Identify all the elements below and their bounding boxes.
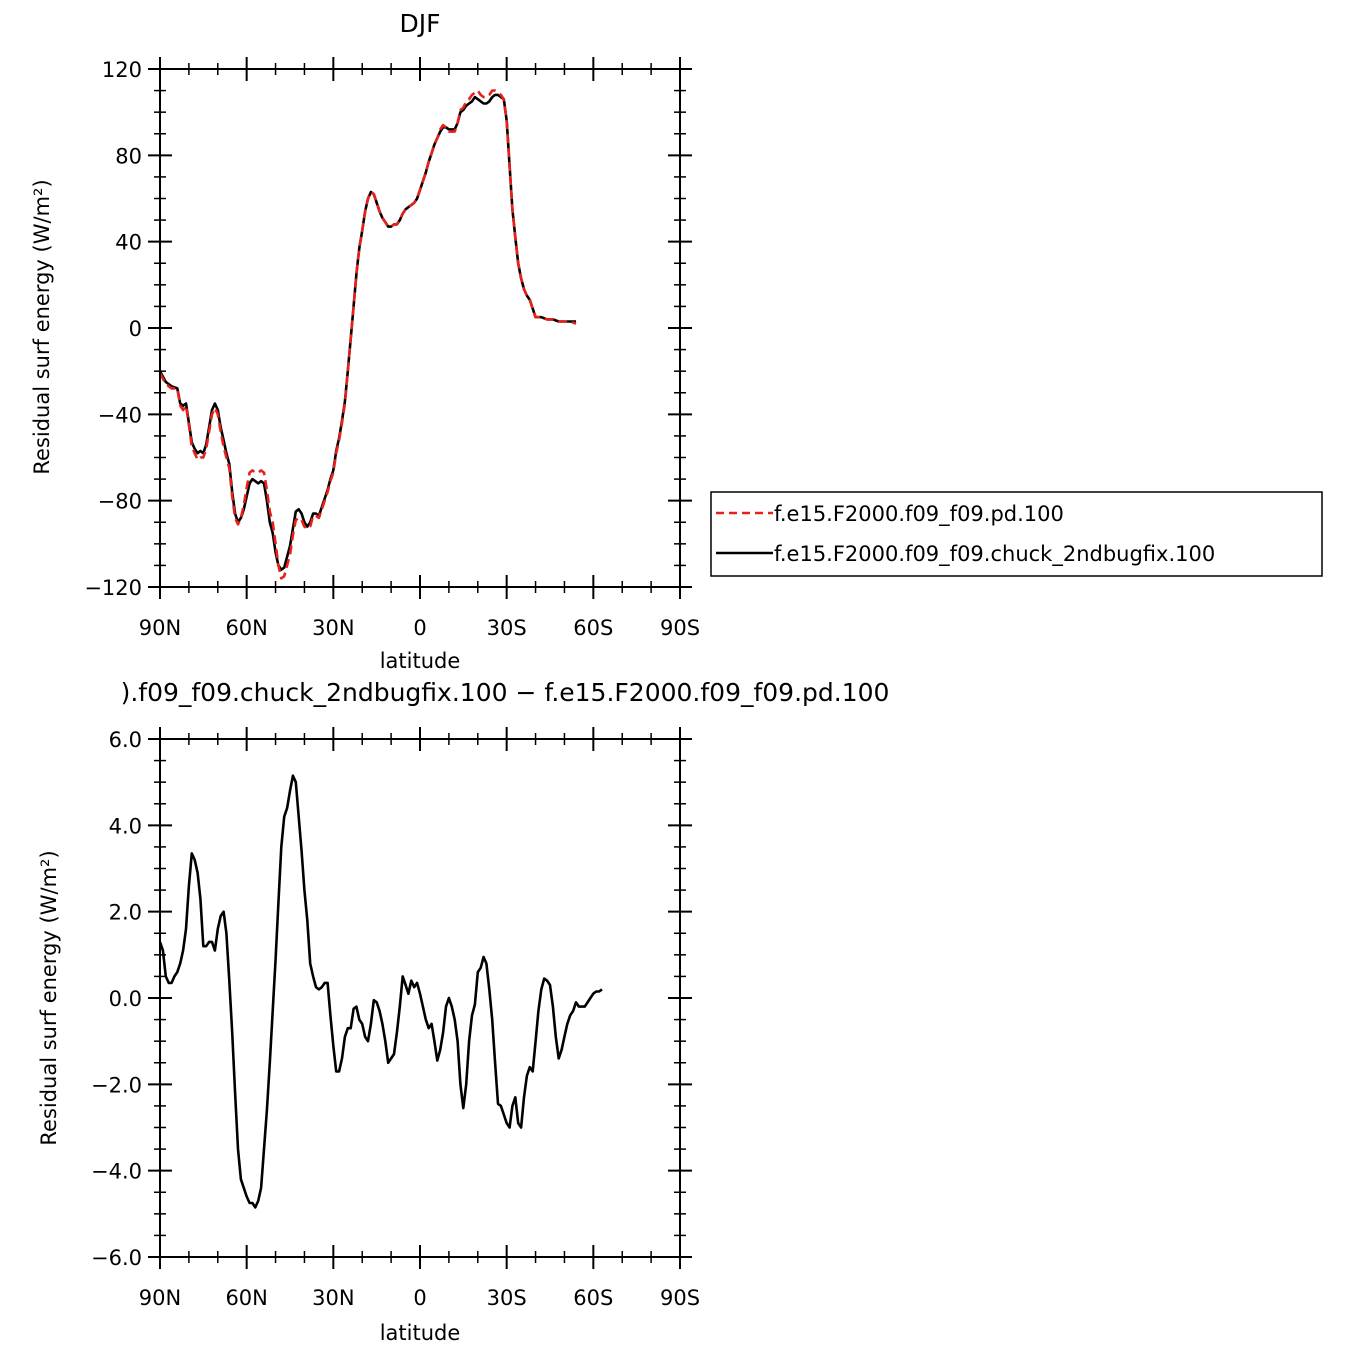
bottom-series-group bbox=[158, 774, 603, 1209]
bottom-y-tick-label: 2.0 bbox=[109, 901, 142, 925]
top-x-tick-label: 90S bbox=[660, 616, 700, 640]
bottom-x-tick-label: 60N bbox=[225, 1286, 267, 1310]
legend-box bbox=[710, 491, 1323, 577]
legend-label-pd: f.e15.F2000.f09_f09.pd.100 bbox=[774, 502, 1064, 527]
top-series-group bbox=[158, 89, 577, 580]
top-x-tick-label: 30N bbox=[312, 616, 354, 640]
top-plot-frame bbox=[159, 68, 681, 588]
bottom-panel: ).f09_f09.chuck_2ndbugfix.100 − f.e15.F2… bbox=[37, 678, 889, 1345]
top-axis-ticks: 120 80 40 0 −40 −80 −120 90N 60N 30N 0 30S 60S 90S bbox=[84, 57, 700, 640]
bottom-y-axis-label-text: Residual surf energy (W/m²) bbox=[37, 850, 61, 1145]
top-x-tick-label: 0 bbox=[413, 616, 426, 640]
bottom-x-axis-label: latitude bbox=[380, 1321, 461, 1345]
bottom-x-tick-label: 60S bbox=[573, 1286, 613, 1310]
bottom-plot-frame bbox=[159, 738, 681, 1258]
bottom-x-tick-label: 0 bbox=[413, 1286, 426, 1310]
top-x-tick-label: 30S bbox=[487, 616, 527, 640]
bottom-series-line-difference bbox=[158, 774, 603, 1209]
top-series-line-f-e15-f2000-f09-f09-chuck-2ndbugfix-100 bbox=[158, 93, 576, 571]
bottom-y-tick-label: −4.0 bbox=[91, 1160, 142, 1184]
bottom-y-tick-label: 6.0 bbox=[109, 728, 142, 752]
bottom-x-tick-label: 30S bbox=[487, 1286, 527, 1310]
bottom-x-tick-label: 90S bbox=[660, 1286, 700, 1310]
top-x-axis-label: latitude bbox=[380, 649, 461, 673]
bottom-y-tick-label: −2.0 bbox=[91, 1073, 142, 1097]
top-y-tick-label: 120 bbox=[102, 58, 142, 82]
bottom-axis-ticks: 6.0 4.0 2.0 0.0 −2.0 −4.0 −6.0 90N 60N 30N 0 30S 60S… bbox=[91, 727, 700, 1310]
top-y-tick-label: −40 bbox=[98, 403, 142, 427]
top-series-line-f-e15-f2000-f09-f09-pd-100 bbox=[158, 89, 577, 580]
bottom-y-tick-label: −6.0 bbox=[91, 1246, 142, 1270]
top-x-tick-label: 90N bbox=[139, 616, 181, 640]
bottom-y-tick-label: 0.0 bbox=[109, 987, 142, 1011]
top-y-tick-label: 40 bbox=[115, 231, 142, 255]
top-y-axis-label-text: Residual surf energy (W/m²) bbox=[30, 179, 54, 474]
top-y-tick-label: 0 bbox=[129, 317, 142, 341]
bottom-x-tick-label: 30N bbox=[312, 1286, 354, 1310]
legend: f.e15.F2000.f09_f09.pd.100 f.e15.F2000.f… bbox=[710, 491, 1323, 577]
top-panel: DJF 120 80 40 0 −40 −80 −120 90N 60N 30N 0 30S 60S 90… bbox=[30, 9, 1323, 673]
top-chart-title: DJF bbox=[399, 9, 440, 38]
top-x-tick-label: 60S bbox=[573, 616, 613, 640]
bottom-x-tick-label: 90N bbox=[139, 1286, 181, 1310]
top-y-tick-label: −80 bbox=[98, 490, 142, 514]
top-y-tick-label: −120 bbox=[84, 576, 142, 600]
legend-label-chuck: f.e15.F2000.f09_f09.chuck_2ndbugfix.100 bbox=[774, 542, 1215, 567]
top-y-tick-label: 80 bbox=[115, 144, 142, 168]
top-y-axis-label: Residual surf energy (W/m²) bbox=[30, 179, 54, 474]
bottom-chart-title: ).f09_f09.chuck_2ndbugfix.100 − f.e15.F2… bbox=[121, 678, 890, 707]
bottom-y-tick-label: 4.0 bbox=[109, 814, 142, 838]
bottom-y-axis-label: Residual surf energy (W/m²) bbox=[37, 850, 61, 1145]
top-x-tick-label: 60N bbox=[225, 616, 267, 640]
